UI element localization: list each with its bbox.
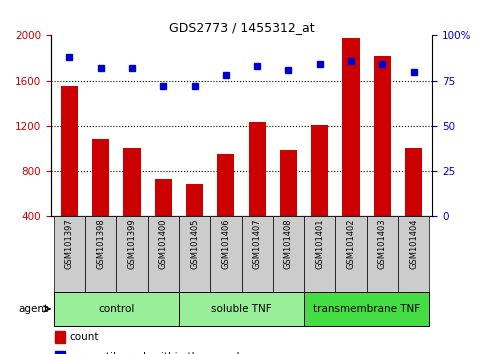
- Text: count: count: [70, 332, 99, 342]
- Bar: [92, 139, 109, 261]
- Text: GSM101402: GSM101402: [346, 218, 355, 269]
- Bar: [242, 216, 273, 292]
- Bar: [186, 184, 203, 261]
- Text: GSM101399: GSM101399: [128, 218, 137, 269]
- Bar: [179, 292, 304, 326]
- Bar: [304, 292, 429, 326]
- Text: GSM101400: GSM101400: [159, 218, 168, 269]
- Text: GSM101407: GSM101407: [253, 218, 262, 269]
- Text: GSM101397: GSM101397: [65, 218, 74, 269]
- Bar: [210, 216, 242, 292]
- Title: GDS2773 / 1455312_at: GDS2773 / 1455312_at: [169, 21, 314, 34]
- Text: GSM101401: GSM101401: [315, 218, 324, 269]
- Bar: [61, 86, 78, 261]
- Text: transmembrane TNF: transmembrane TNF: [313, 304, 420, 314]
- Text: control: control: [98, 304, 135, 314]
- Text: agent: agent: [18, 304, 48, 314]
- Bar: [304, 216, 335, 292]
- Bar: [148, 216, 179, 292]
- Text: soluble TNF: soluble TNF: [211, 304, 272, 314]
- Text: GSM101408: GSM101408: [284, 218, 293, 269]
- Bar: [367, 216, 398, 292]
- Bar: [85, 216, 116, 292]
- Bar: [335, 216, 367, 292]
- Bar: [124, 148, 141, 261]
- Bar: [342, 38, 359, 261]
- Bar: [155, 179, 172, 261]
- Bar: [249, 122, 266, 261]
- Text: percentile rank within the sample: percentile rank within the sample: [70, 352, 246, 354]
- Bar: [54, 292, 179, 326]
- Bar: [116, 216, 148, 292]
- Text: GSM101405: GSM101405: [190, 218, 199, 269]
- Bar: [55, 351, 65, 354]
- Text: GSM101404: GSM101404: [409, 218, 418, 269]
- Bar: [55, 331, 65, 343]
- Bar: [179, 216, 210, 292]
- Bar: [374, 56, 391, 261]
- Bar: [54, 216, 85, 292]
- Bar: [217, 154, 234, 261]
- Text: GSM101403: GSM101403: [378, 218, 387, 269]
- Bar: [405, 148, 422, 261]
- Bar: [311, 125, 328, 261]
- Text: GSM101398: GSM101398: [96, 218, 105, 269]
- Bar: [273, 216, 304, 292]
- Bar: [398, 216, 429, 292]
- Bar: [280, 150, 297, 261]
- Text: GSM101406: GSM101406: [221, 218, 230, 269]
